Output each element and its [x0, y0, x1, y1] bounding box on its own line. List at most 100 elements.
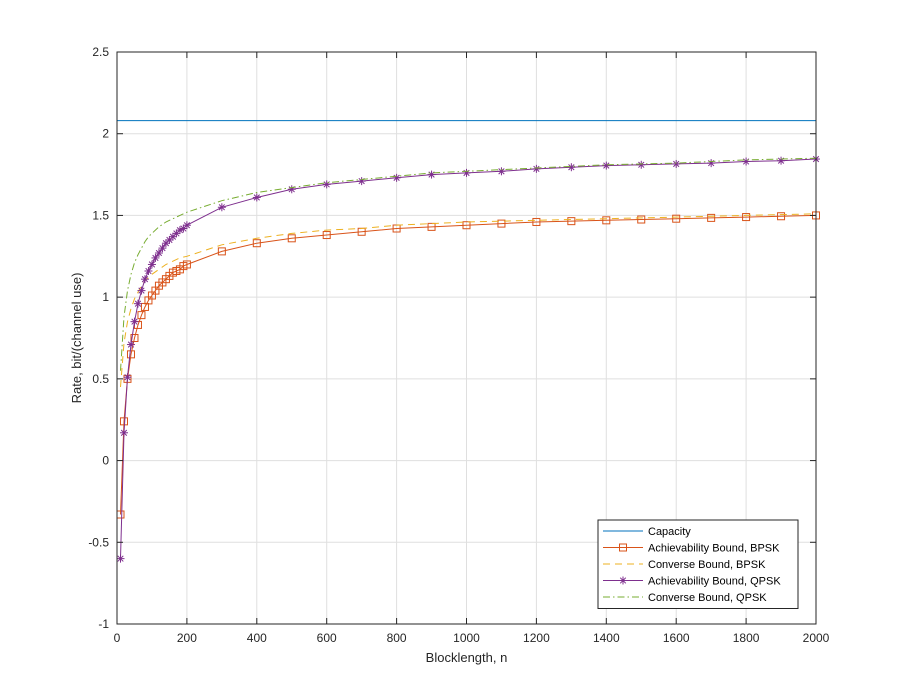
- y-tick-label: 0.5: [92, 372, 109, 386]
- asterisk-stroke: [120, 429, 128, 436]
- asterisk-stroke: [183, 222, 191, 229]
- data-point-square: [672, 214, 681, 223]
- legend-label: Achievability Bound, BPSK: [648, 543, 780, 555]
- data-point-square: [126, 350, 135, 359]
- series-converse-bound-qpsk: [120, 157, 817, 371]
- x-tick-label: 200: [177, 631, 197, 645]
- data-point-asterisk: [287, 185, 296, 194]
- series-converse-bound-bpsk: [120, 213, 817, 388]
- asterisk-stroke: [393, 174, 400, 181]
- legend-item: Converse Bound, BPSK: [603, 559, 766, 571]
- ticks: 0 200 400 600 800 1000 1200 1400 1600 1800 2000 -1 -…: [88, 45, 829, 645]
- x-tick-label: 1000: [453, 631, 480, 645]
- data-point-asterisk: [182, 221, 191, 230]
- asterisk-stroke: [253, 194, 260, 201]
- data-point-asterisk: [497, 167, 506, 176]
- x-tick-label: 400: [247, 631, 267, 645]
- x-tick-label: 1200: [523, 631, 550, 645]
- legend-item: Converse Bound, QPSK: [603, 592, 767, 604]
- data-point-asterisk: [707, 159, 716, 168]
- data-point-asterisk: [252, 193, 261, 202]
- x-tick-label: 1400: [593, 631, 620, 645]
- series-achievability-bound-qpsk: [116, 155, 820, 563]
- data-point-square: [777, 212, 786, 221]
- x-tick-label: 800: [387, 631, 407, 645]
- series-line: [120, 157, 817, 371]
- legend-item: Achievability Bound, BPSK: [603, 543, 780, 555]
- data-point-asterisk: [151, 253, 160, 262]
- y-tick-label: 0: [102, 454, 109, 468]
- asterisk-stroke: [134, 300, 142, 307]
- x-tick-label: 2000: [803, 631, 830, 645]
- data-point-asterisk: [126, 340, 135, 349]
- asterisk-stroke: [155, 249, 163, 257]
- data-point-asterisk: [357, 177, 366, 186]
- data-point-asterisk: [140, 275, 149, 284]
- asterisk-stroke: [138, 287, 145, 294]
- data-point-asterisk: [144, 266, 153, 275]
- series-achievability-bound-bpsk: [116, 211, 820, 519]
- x-tick-label: 600: [317, 631, 337, 645]
- y-axis-label: Rate, bit/(channel use): [69, 273, 84, 404]
- series-line: [120, 213, 817, 388]
- y-tick-label: 2.5: [92, 45, 109, 59]
- series-layer: [116, 120, 820, 563]
- asterisk-stroke: [638, 161, 645, 168]
- data-point-asterisk: [137, 286, 146, 295]
- data-point-asterisk: [427, 170, 436, 179]
- asterisk-stroke: [218, 204, 226, 211]
- data-point-square: [532, 217, 541, 226]
- data-point-asterisk: [742, 157, 751, 166]
- data-point-asterisk: [672, 159, 681, 168]
- asterisk-stroke: [127, 341, 135, 348]
- legend-label: Converse Bound, QPSK: [648, 592, 767, 604]
- data-point-square: [137, 311, 146, 320]
- data-point-square: [497, 219, 506, 228]
- data-point-asterisk: [119, 428, 128, 437]
- data-point-square: [182, 260, 191, 269]
- y-tick-label: -1: [98, 617, 109, 631]
- asterisk-stroke: [148, 261, 156, 268]
- asterisk-stroke: [619, 577, 627, 584]
- data-point-square: [602, 216, 611, 225]
- data-point-square: [322, 231, 331, 240]
- data-point-asterisk: [217, 203, 226, 212]
- legend-label: Capacity: [648, 526, 691, 538]
- data-point-asterisk: [158, 244, 167, 253]
- legend-label: Achievability Bound, QPSK: [648, 576, 781, 588]
- legend-item: Capacity: [603, 526, 691, 538]
- asterisk-stroke: [124, 374, 131, 381]
- data-point-asterisk: [130, 317, 139, 326]
- y-tick-label: 1: [102, 290, 109, 304]
- x-tick-label: 1600: [663, 631, 690, 645]
- data-point-asterisk: [123, 373, 132, 382]
- data-point-square: [119, 417, 128, 426]
- data-point-asterisk: [147, 260, 156, 269]
- data-point-asterisk: [567, 163, 576, 172]
- legend-label: Converse Bound, BPSK: [648, 559, 766, 571]
- data-point-square: [462, 221, 471, 230]
- legend-item: Achievability Bound, QPSK: [603, 576, 781, 588]
- asterisk-stroke: [533, 165, 540, 173]
- data-point-asterisk: [154, 249, 163, 258]
- data-point-square: [252, 239, 261, 248]
- data-point-square: [130, 334, 139, 342]
- data-point-square: [287, 234, 296, 243]
- asterisk-stroke: [603, 162, 610, 169]
- x-tick-label: 0: [114, 631, 121, 645]
- data-point-asterisk: [532, 164, 541, 173]
- series-line: [120, 214, 817, 515]
- asterisk-stroke: [141, 276, 149, 283]
- data-point-asterisk: [133, 299, 142, 308]
- y-tick-label: 1.5: [92, 208, 109, 222]
- data-point-asterisk: [116, 554, 125, 563]
- data-point-asterisk: [392, 173, 401, 182]
- data-point-square: [637, 215, 646, 224]
- legend: Capacity Achievability Bound, BPSK Convers…: [597, 519, 799, 609]
- data-point-asterisk: [602, 161, 611, 170]
- data-point-asterisk: [168, 232, 177, 241]
- data-point-square: [427, 222, 436, 231]
- data-point-square: [217, 247, 226, 256]
